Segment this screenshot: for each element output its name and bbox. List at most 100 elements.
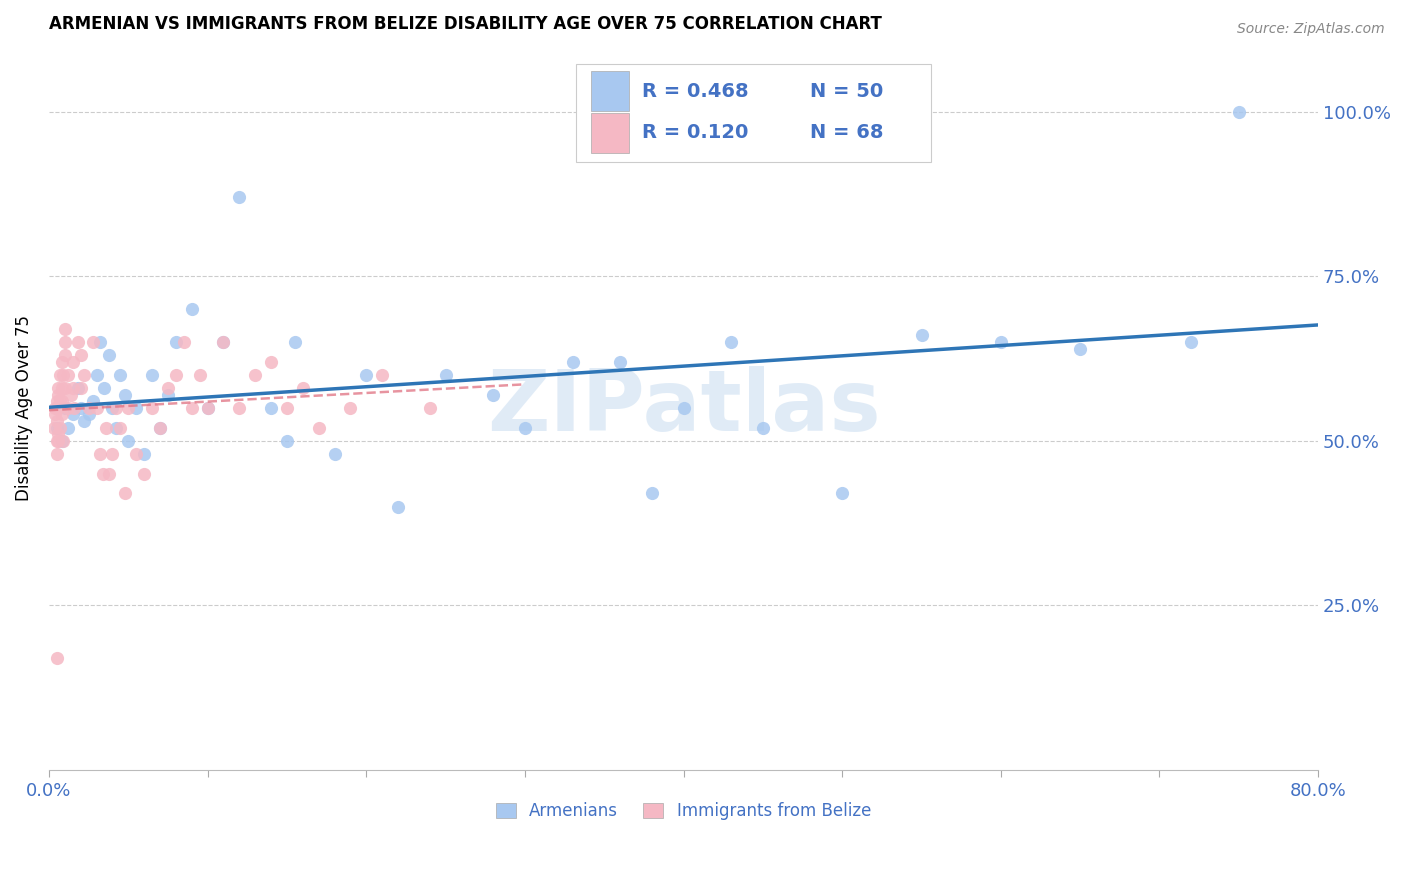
Point (49, 368, 72, 382)
Point (53, 334, 76, 349)
Point (73, 368, 96, 382)
Point (89, 334, 111, 349)
Bar (591, 112, 628, 153)
Point (117, 434, 139, 448)
Point (45, 394, 67, 409)
Point (228, 190, 250, 204)
Point (51, 394, 73, 409)
Point (98, 467, 121, 481)
Point (110, 420, 132, 434)
Point (149, 420, 172, 434)
Point (62, 408, 84, 422)
Point (831, 486, 853, 500)
Text: R = 0.468: R = 0.468 (641, 82, 748, 101)
Text: N = 68: N = 68 (810, 123, 884, 142)
Point (66, 334, 89, 349)
Point (94, 420, 117, 434)
Point (91, 467, 114, 481)
Point (323, 447, 346, 461)
Point (212, 334, 235, 349)
Point (197, 401, 219, 415)
Point (561, 355, 583, 369)
Point (104, 401, 127, 415)
Point (45, 651, 67, 665)
Point (114, 387, 136, 401)
Point (86, 401, 108, 415)
Point (188, 368, 211, 382)
Point (141, 401, 163, 415)
Point (51, 408, 73, 422)
Point (62, 355, 84, 369)
Point (77, 408, 100, 422)
Point (672, 401, 695, 415)
Point (82, 334, 104, 349)
Point (44, 401, 66, 415)
Point (63, 401, 86, 415)
Y-axis label: Disability Age Over 75: Disability Age Over 75 (15, 315, 32, 500)
Point (356, 368, 378, 382)
Point (134, 447, 156, 461)
Point (291, 381, 314, 395)
Point (48, 427, 70, 442)
Text: ZIPatlas: ZIPatlas (486, 367, 880, 450)
Point (69, 381, 91, 395)
Point (53, 401, 76, 415)
Point (513, 420, 536, 434)
Point (284, 334, 307, 349)
Bar (591, 71, 628, 112)
Point (387, 500, 409, 514)
Point (149, 420, 172, 434)
Point (609, 355, 631, 369)
Point (104, 420, 127, 434)
Point (86, 368, 108, 382)
Text: Source: ZipAtlas.com: Source: ZipAtlas.com (1237, 22, 1385, 37)
Point (752, 420, 775, 434)
Point (48, 434, 70, 448)
Point (53, 322, 76, 336)
Point (134, 467, 156, 481)
Point (165, 334, 187, 349)
Text: ARMENIAN VS IMMIGRANTS FROM BELIZE DISABILITY AGE OVER 75 CORRELATION CHART: ARMENIAN VS IMMIGRANTS FROM BELIZE DISAB… (49, 15, 882, 33)
Point (276, 434, 298, 448)
Point (371, 368, 394, 382)
Point (117, 401, 139, 415)
Point (62, 381, 84, 395)
Point (1069, 342, 1091, 356)
Point (101, 401, 124, 415)
Point (260, 401, 283, 415)
Point (52, 434, 75, 448)
Point (434, 368, 457, 382)
Point (180, 301, 202, 316)
Point (66, 381, 89, 395)
Point (56, 401, 79, 415)
Point (48, 387, 70, 401)
Point (98, 348, 121, 362)
Point (641, 486, 664, 500)
Point (51, 434, 73, 448)
Point (82, 394, 104, 409)
Point (720, 334, 742, 349)
Point (141, 368, 163, 382)
Point (93, 381, 115, 395)
Point (53, 348, 76, 362)
Point (125, 401, 148, 415)
Point (482, 387, 505, 401)
Point (101, 447, 124, 461)
Point (110, 368, 132, 382)
Point (910, 328, 932, 343)
Point (51, 355, 73, 369)
Point (1180, 334, 1202, 349)
Point (53, 381, 76, 395)
Point (73, 414, 96, 428)
Point (45, 420, 67, 434)
Point (212, 334, 235, 349)
Point (60, 387, 83, 401)
Point (156, 387, 179, 401)
Point (1227, 104, 1250, 119)
Legend: Armenians, Immigrants from Belize: Armenians, Immigrants from Belize (489, 796, 877, 827)
Point (339, 401, 361, 415)
Point (89, 447, 111, 461)
Point (197, 401, 219, 415)
Point (245, 368, 267, 382)
Point (52, 368, 75, 382)
